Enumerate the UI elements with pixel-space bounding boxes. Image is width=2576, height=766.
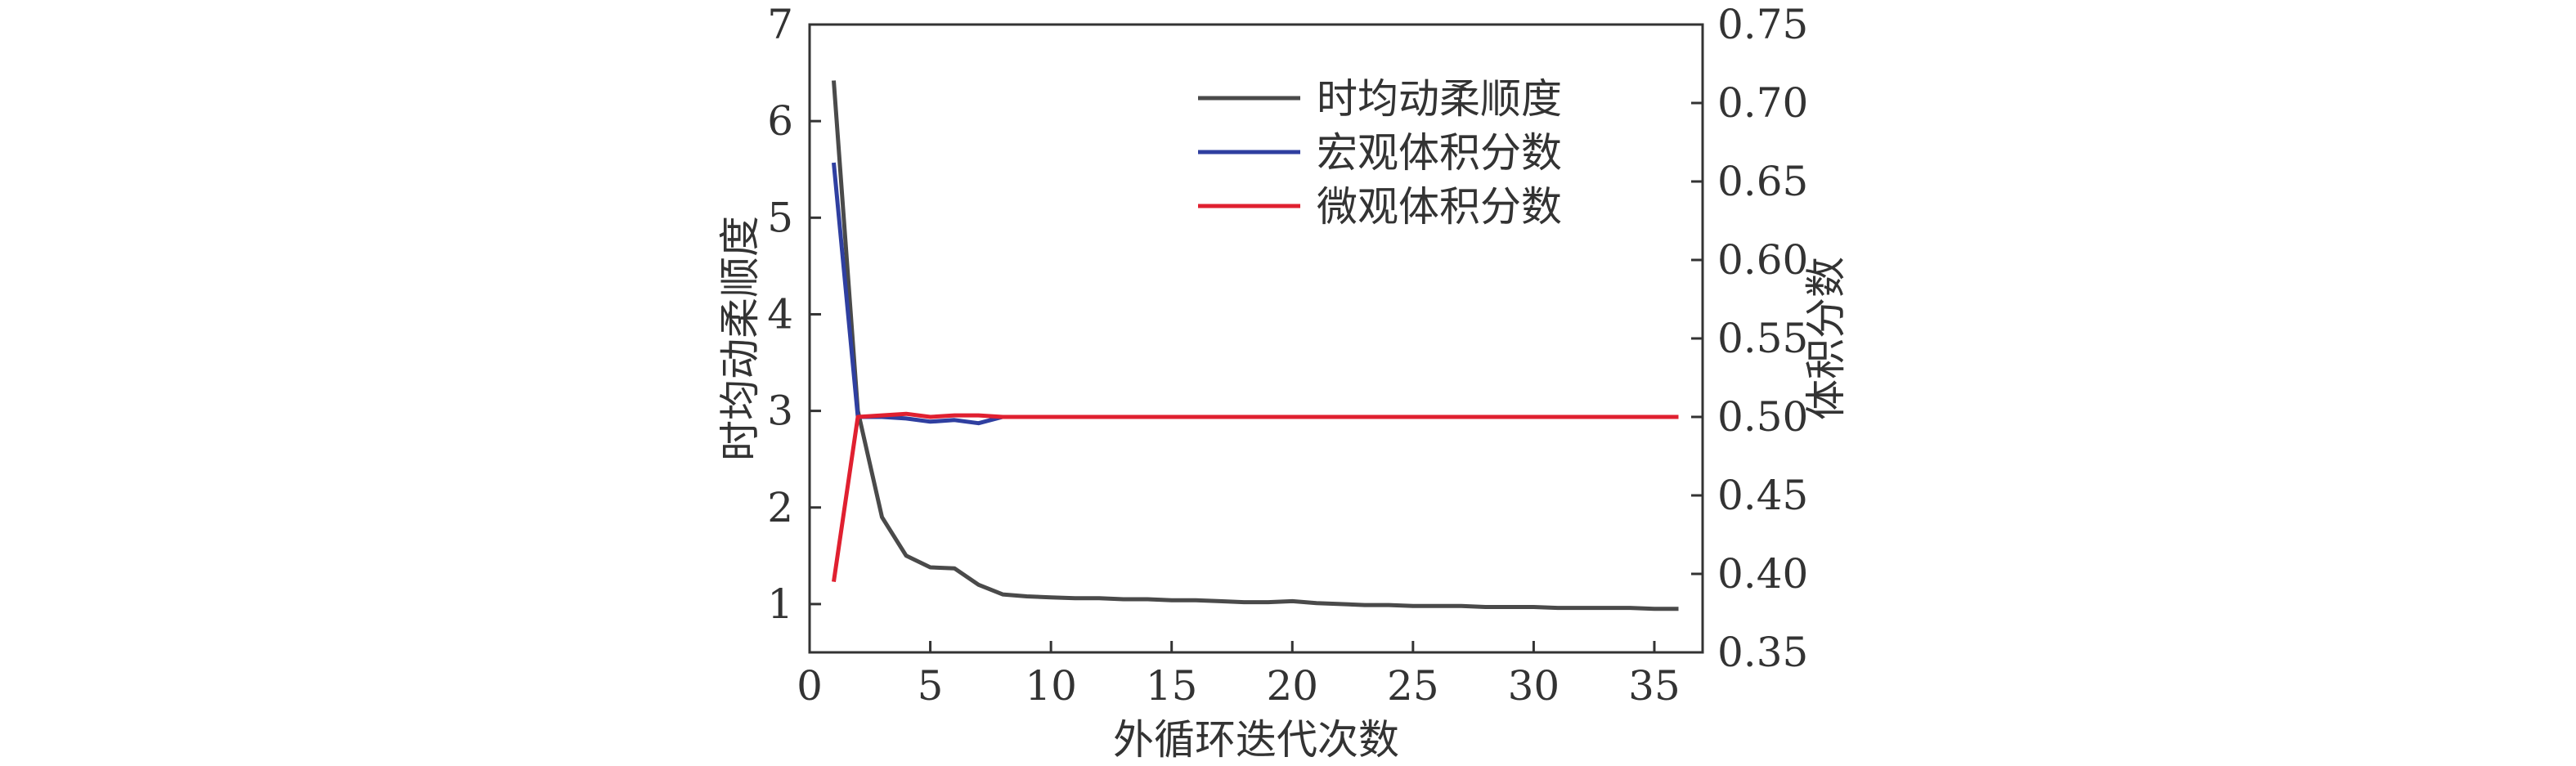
- series-layer: [832, 80, 1679, 611]
- x-tick-label: 25: [1387, 662, 1439, 710]
- x-tick-label: 5: [918, 662, 944, 710]
- right-y-tick-label: 0.65: [1717, 158, 1808, 205]
- x-tick-label: 15: [1146, 662, 1198, 710]
- right-y-tick-label: 0.60: [1717, 236, 1808, 284]
- legend-label-micro-volume: 微观体积分数: [1317, 183, 1562, 231]
- right-y-axis-ticks: 0.35 0.40 0.45 0.50 0.55 0.60 0.65 0.70 0.75: [1691, 1, 1808, 676]
- x-axis-title: 外循环迭代次数: [1113, 716, 1399, 764]
- x-tick-label: 30: [1508, 662, 1560, 710]
- right-y-tick-label: 0.45: [1717, 472, 1808, 519]
- x-axis-ticks: 0 5 10 15 20 25 30 35: [797, 641, 1681, 710]
- plot-frame: [808, 23, 1704, 654]
- x-tick-label: 35: [1628, 662, 1681, 710]
- right-y-tick-label: 0.40: [1717, 550, 1808, 598]
- series-line-compliance: [832, 80, 1679, 611]
- left-y-tick-label: 6: [767, 97, 793, 145]
- left-y-tick-label: 3: [767, 387, 793, 435]
- right-y-tick-label: 0.35: [1717, 629, 1808, 676]
- left-y-axis-ticks: 1 2 3 4 5 6 7: [767, 1, 821, 628]
- legend-label-macro-volume: 宏观体积分数: [1317, 129, 1562, 177]
- right-y-tick-label: 0.70: [1717, 79, 1808, 127]
- x-tick-label: 20: [1266, 662, 1318, 710]
- left-y-tick-label: 4: [767, 290, 793, 338]
- left-y-tick-label: 5: [767, 194, 793, 241]
- series-line-macro-volume: [832, 162, 1003, 426]
- left-y-tick-label: 1: [767, 580, 793, 628]
- left-y-axis-title: 时均动柔顺度: [716, 216, 764, 461]
- left-y-tick-label: 7: [767, 1, 793, 48]
- right-y-tick-label: 0.75: [1717, 1, 1808, 48]
- series-line-micro-volume: [832, 411, 1679, 582]
- left-y-tick-label: 2: [767, 484, 793, 531]
- x-tick-label: 10: [1025, 662, 1077, 710]
- legend: 时均动柔顺度 宏观体积分数 微观体积分数: [1198, 75, 1562, 231]
- right-y-axis-title: 体积分数: [1802, 257, 1850, 420]
- right-y-tick-label: 0.55: [1717, 315, 1808, 362]
- right-y-tick-label: 0.50: [1717, 393, 1808, 441]
- x-tick-label: 0: [797, 662, 823, 710]
- legend-label-compliance: 时均动柔顺度: [1317, 75, 1562, 123]
